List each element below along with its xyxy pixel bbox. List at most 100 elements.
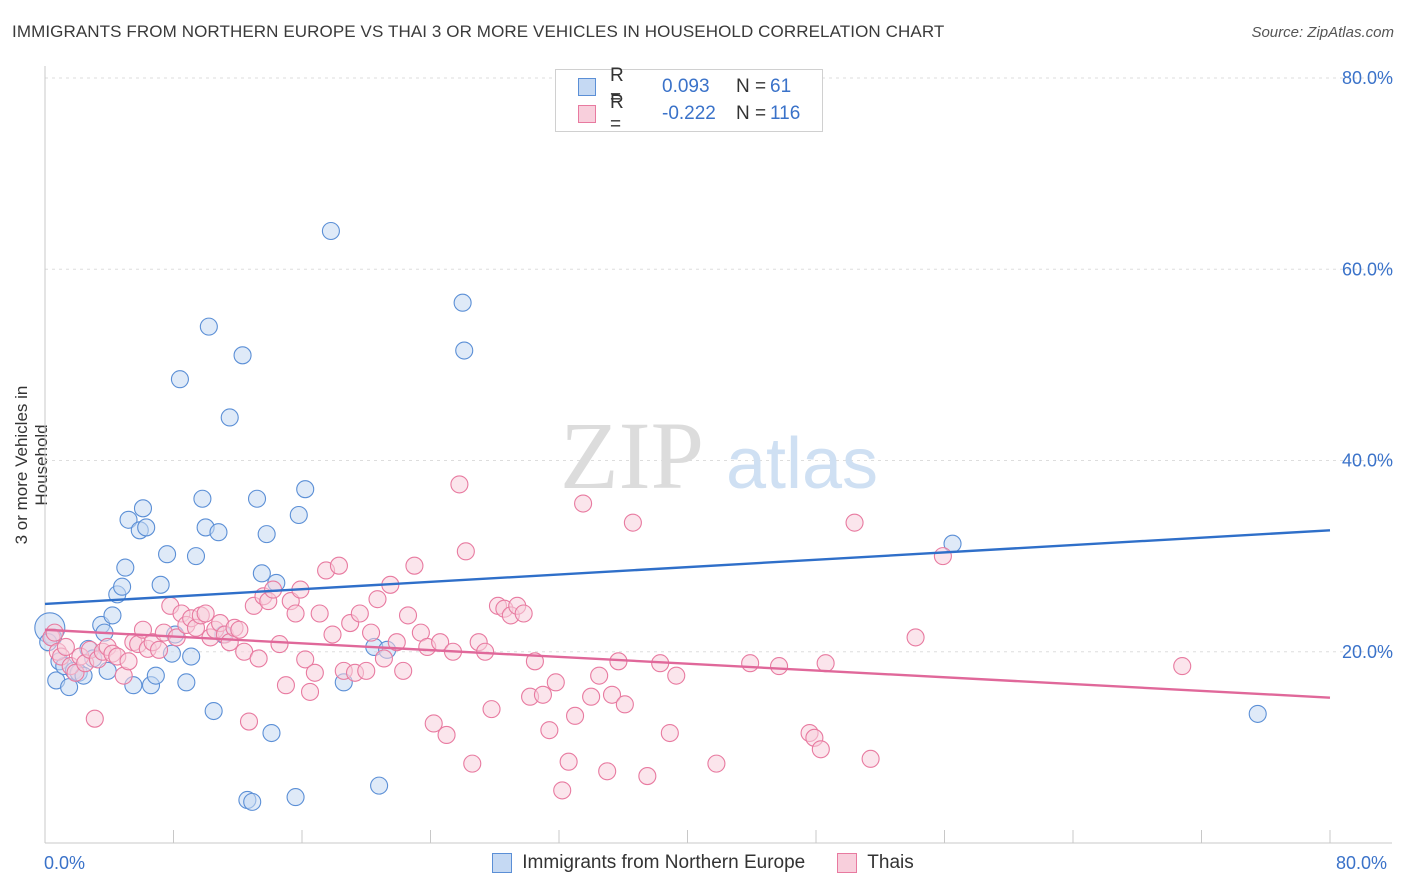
thais-point: [514, 604, 533, 623]
thais-point: [270, 635, 289, 654]
thais-point: [239, 712, 259, 731]
watermark: ZIP atlas: [560, 402, 878, 509]
thais-point: [374, 649, 393, 668]
northern-europe-point: [199, 317, 218, 336]
chart-source: Source: ZipAtlas.com: [1251, 24, 1394, 41]
northern-europe-point: [233, 346, 252, 365]
thais-point: [559, 752, 578, 771]
legend-item-thais[interactable]: Thais: [837, 852, 914, 874]
northern-europe-point: [370, 776, 389, 795]
northern-europe-point: [321, 221, 340, 241]
northern-europe-point: [289, 505, 308, 525]
thais-point: [368, 590, 387, 609]
thais-point: [582, 687, 601, 706]
thais-point: [424, 714, 443, 733]
thais-point: [276, 676, 295, 695]
northern-europe-point: [296, 480, 315, 499]
northern-europe-point: [252, 564, 271, 583]
northern-europe-trend-line: [44, 529, 1331, 606]
thais-point: [398, 606, 418, 625]
northern-europe-point: [286, 788, 305, 807]
thais-point: [300, 682, 320, 701]
thais-point: [350, 604, 369, 623]
thais-point: [566, 706, 585, 725]
northern-europe-point: [182, 647, 201, 666]
thais-point: [310, 604, 329, 623]
thais-point: [323, 625, 342, 644]
northern-europe-point: [113, 577, 132, 596]
stats-r-label: R =: [610, 92, 624, 135]
thais-point: [602, 685, 622, 704]
thais-point: [85, 709, 104, 728]
thais-point: [56, 637, 75, 657]
legend-swatch-thais: [837, 853, 858, 873]
thais-point: [405, 556, 424, 575]
thais-point: [450, 475, 469, 494]
stats-r-value: 0.093: [662, 76, 710, 97]
thais-point: [149, 640, 169, 659]
northern-europe-point: [146, 666, 165, 685]
thais-point: [362, 623, 381, 642]
thais-point: [482, 700, 501, 719]
thais-point: [707, 754, 726, 773]
chart-title: IMMIGRANTS FROM NORTHERN EUROPE VS THAI …: [12, 22, 945, 41]
stats-r-label: R =: [610, 65, 624, 108]
stats-n-value: 116: [770, 103, 801, 124]
northern-europe-point: [1248, 704, 1267, 723]
thais-point: [546, 673, 565, 692]
y-tick-label: 20.0%: [1342, 642, 1393, 662]
northern-europe-point: [455, 341, 474, 360]
northern-europe-point: [204, 701, 223, 721]
thais-point: [615, 695, 634, 714]
thais-point: [770, 657, 789, 676]
legend: Immigrants from Northern Europe Thais: [0, 852, 1406, 874]
watermark-atlas: atlas: [726, 424, 878, 504]
thais-point: [638, 767, 657, 786]
legend-swatch-northern-europe: [492, 853, 513, 873]
y-tick-label: 40.0%: [1342, 451, 1393, 471]
thais-point: [906, 628, 925, 647]
thais-point: [230, 620, 249, 639]
thais-point: [598, 762, 617, 781]
thais-point: [463, 754, 482, 773]
thais-point: [845, 513, 864, 532]
stats-swatch-northern-europe: [578, 78, 596, 96]
northern-europe-point: [262, 723, 281, 743]
thais-point: [357, 661, 376, 680]
northern-europe-point: [151, 575, 170, 594]
stats-n-label: N =: [736, 76, 767, 97]
northern-europe-point: [209, 523, 228, 542]
thais-point: [861, 749, 880, 768]
trend-lines: [44, 529, 1331, 699]
northern-europe-point: [257, 525, 276, 544]
thais-point: [456, 542, 475, 561]
thais-trend-line: [44, 628, 1331, 699]
x-tick-label-max: 80.0%: [1336, 853, 1388, 873]
thais-point: [296, 650, 315, 669]
northern-europe-point: [193, 489, 212, 508]
northern-europe-point: [220, 408, 239, 427]
y-tick-label: 60.0%: [1342, 259, 1393, 279]
stats-r-value: -0.222: [662, 103, 716, 124]
northern-europe-point: [186, 547, 206, 566]
watermark-zip: ZIP: [560, 402, 704, 509]
legend-label-thais: Thais: [867, 852, 914, 873]
legend-label-northern-europe: Immigrants from Northern Europe: [522, 852, 806, 873]
stats-n-value: 61: [770, 76, 792, 97]
thais-point: [45, 623, 64, 642]
thais-point: [667, 666, 686, 685]
thais-point: [437, 725, 456, 744]
northern-europe-point: [133, 499, 153, 518]
thais-point: [286, 604, 305, 623]
legend-item-northern-europe[interactable]: Immigrants from Northern Europe: [492, 852, 805, 874]
data-points: [34, 221, 1267, 811]
thais-point: [590, 666, 609, 685]
thais-point: [249, 649, 268, 668]
northern-europe-point: [137, 518, 156, 537]
stats-swatch-thais: [578, 105, 596, 123]
northern-europe-point: [103, 606, 122, 625]
axes: [44, 66, 1392, 844]
thais-point: [933, 547, 952, 566]
northern-europe-point: [247, 489, 267, 508]
